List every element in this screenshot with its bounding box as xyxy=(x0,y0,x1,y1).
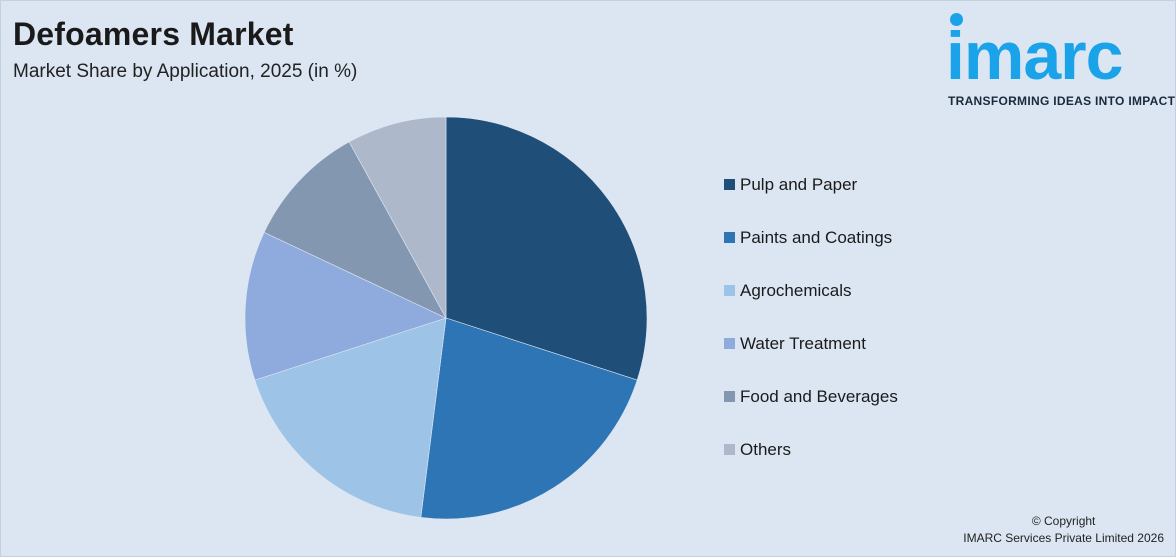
legend-item-others: Others xyxy=(724,435,898,488)
legend-label: Paints and Coatings xyxy=(740,228,893,247)
legend-item-water-treatment: Water Treatment xyxy=(724,329,898,382)
logo-wordmark: imarc xyxy=(946,18,1123,94)
imarc-logo: imarc TRANSFORMING IDEAS INTO IMPACT xyxy=(946,8,1176,108)
legend-swatch xyxy=(724,232,735,243)
pie-slice-water-treatment xyxy=(244,232,447,381)
pie-slice-paints-and-coatings xyxy=(420,317,638,520)
pie-slice-others xyxy=(348,116,447,319)
pie-slice-agrochemicals xyxy=(254,317,447,518)
legend-item-paints-and-coatings: Paints and Coatings xyxy=(724,223,898,276)
logo-dot-icon xyxy=(950,13,963,26)
copyright-line-2: IMARC Services Private Limited 2026 xyxy=(963,531,1164,545)
legend-label: Pulp and Paper xyxy=(740,175,858,194)
legend-label: Food and Beverages xyxy=(740,387,898,406)
legend-swatch xyxy=(724,391,735,402)
legend-label: Agrochemicals xyxy=(740,281,852,300)
legend-label: Others xyxy=(740,440,792,459)
logo-tagline: TRANSFORMING IDEAS INTO IMPACT xyxy=(948,94,1176,108)
legend-item-pulp-and-paper: Pulp and Paper xyxy=(724,170,898,223)
copyright-notice: © Copyright IMARC Services Private Limit… xyxy=(963,513,1164,547)
legend-swatch xyxy=(724,338,735,349)
legend-swatch xyxy=(724,285,735,296)
legend-label: Water Treatment xyxy=(740,334,866,353)
pie-slice-pulp-and-paper xyxy=(445,116,648,381)
copyright-line-1: © Copyright xyxy=(1031,514,1096,528)
legend-item-food-and-beverages: Food and Beverages xyxy=(724,382,898,435)
chart-legend: Pulp and Paper Paints and Coatings Agroche… xyxy=(724,170,898,488)
chart-subtitle: Market Share by Application, 2025 (in %) xyxy=(13,61,358,82)
chart-title: Defoamers Market xyxy=(13,16,294,52)
legend-item-agrochemicals: Agrochemicals xyxy=(724,276,898,329)
pie-slice-food-and-beverages xyxy=(263,141,447,319)
legend-swatch xyxy=(724,444,735,455)
legend-swatch xyxy=(724,179,735,190)
